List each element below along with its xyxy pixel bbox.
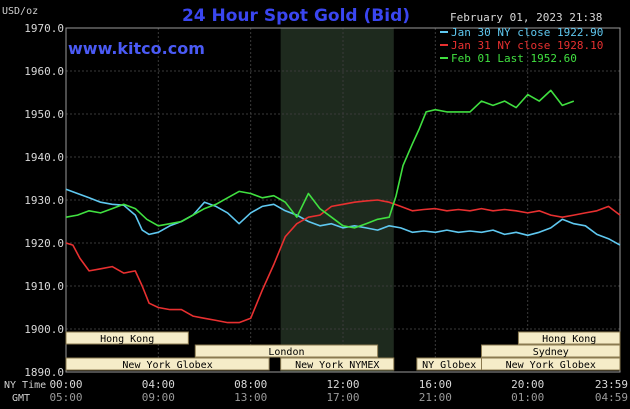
session-label: New York NYMEX [295,360,379,371]
series-lines [65,89,621,324]
x-tick-label-ny: 16:00 [419,378,452,391]
session-bar [65,331,189,345]
x-tick-label-ny: 12:00 [326,378,359,391]
plot-frame [65,27,621,373]
series-line-1 [65,188,621,246]
x-tick-label-gmt: 13:00 [234,391,267,404]
y-axis-ticks: 1970.0 1960.0 1950.0 1940.0 1930.0 1920.0 1910… [24,22,64,379]
y-tick-label: 1900.0 [24,323,64,336]
session-bar [481,344,621,358]
session-label: New York Globex [122,360,212,371]
x-tick-label-gmt: 17:00 [326,391,359,404]
session-label: NY Globex [422,360,476,371]
x-tick-label-ny: 23:59 [595,378,628,391]
session-label: New York Globex [506,360,596,371]
y-axis-unit-label: USD/oz [2,6,38,17]
x-tick-label-ny: 20:00 [511,378,544,391]
y-tick-label: 1950.0 [24,108,64,121]
series-line-2 [65,199,621,324]
y-tick-label: 1960.0 [24,65,64,78]
session-label: Hong Kong [542,334,596,345]
session-bar [517,331,621,345]
x-tick-label-gmt: 05:00 [49,391,82,404]
session-label: London [268,347,304,358]
y-tick-label: 1920.0 [24,237,64,250]
chart-title: 24 Hour Spot Gold (Bid) [182,6,410,26]
y-tick-label: 1890.0 [24,366,64,379]
x-tick-label-ny: 04:00 [142,378,175,391]
series-line-3 [65,89,575,229]
y-tick-label: 1910.0 [24,280,64,293]
x-tick-label-gmt: 01:00 [511,391,544,404]
x-tick-label-gmt: 04:59 [595,391,628,404]
x-tick-label-ny: 08:00 [234,378,267,391]
y-tick-label: 1930.0 [24,194,64,207]
x-row-label-gmt: GMT [12,393,30,404]
session-label: Hong Kong [100,334,154,345]
date-label: February 01, 2023 21:38 [450,11,602,24]
legend-entry: Jan 30 NY close 1922.90 [451,26,603,39]
x-tick-label-gmt: 09:00 [142,391,175,404]
session-bar [194,344,379,358]
session-bar [280,357,395,371]
market-sessions: Hong Kong London New York Globex New York N… [65,331,621,371]
site-label: www.kitco.com [68,39,205,58]
session-bar [481,357,621,371]
legend-entry: Feb 01 Last 1952.60 [451,52,577,65]
grid-lines [65,27,621,373]
session-bar [65,357,270,371]
legend-entry: Jan 31 NY close 1928.10 [451,39,603,52]
x-tick-label-ny: 00:00 [49,378,82,391]
x-tick-label-gmt: 21:00 [419,391,452,404]
y-tick-label: 1940.0 [24,151,64,164]
session-label: Sydney [533,347,569,358]
x-row-label-ny: NY Time [4,380,46,391]
y-tick-label: 1970.0 [24,22,64,35]
